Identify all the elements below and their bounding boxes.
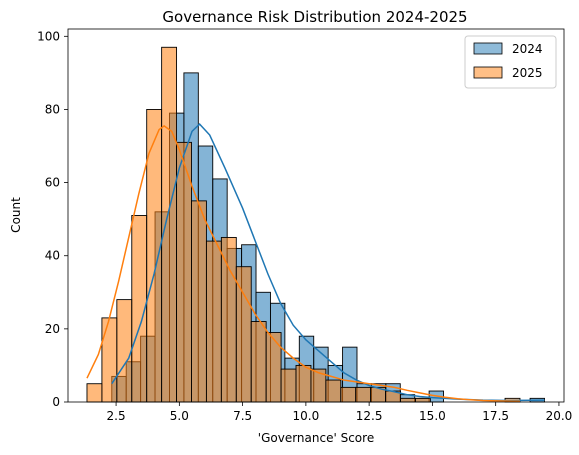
bar-2025-22 <box>415 397 431 403</box>
x-tick-label: 20.0 <box>546 409 573 423</box>
y-axis-ticks: 0 20 40 60 80 100 <box>37 29 68 409</box>
bar-2025-18 <box>355 386 372 403</box>
bar-2025-7 <box>191 200 207 403</box>
x-tick-label: 15.0 <box>419 409 446 423</box>
y-tick-label: 40 <box>45 249 60 263</box>
bar-2025-1 <box>101 317 118 403</box>
bar-2025-5 <box>161 46 178 403</box>
y-tick-label: 0 <box>52 395 60 409</box>
series-2025-kde-curve <box>86 124 520 403</box>
chart-title: Governance Risk Distribution 2024-2025 <box>162 8 467 26</box>
x-axis-label: 'Governance' Score <box>258 431 374 445</box>
y-tick-label: 100 <box>37 29 60 43</box>
x-tick-label: 5.0 <box>170 409 189 423</box>
x-tick-label: 2.5 <box>107 409 126 423</box>
x-tick-label: 17.5 <box>482 409 509 423</box>
bar-2025-13 <box>280 368 297 403</box>
bar-2025-2 <box>116 299 133 403</box>
y-axis-label: Count <box>9 197 23 233</box>
bar-2025-17 <box>340 386 357 403</box>
bar-2025-9 <box>220 236 237 403</box>
bar-2025-14 <box>295 364 312 403</box>
bar-2025-8 <box>205 240 222 403</box>
plot-frame <box>67 28 565 403</box>
legend-swatch-2025 <box>473 66 503 79</box>
bar-2025-12 <box>265 332 282 403</box>
series-2024-kde-curve <box>111 123 545 402</box>
bar-2025-10 <box>235 266 252 403</box>
x-tick-label: 10.0 <box>293 409 320 423</box>
y-tick-label: 80 <box>45 102 60 116</box>
legend-label-2025: 2025 <box>512 66 543 80</box>
x-tick-label: 12.5 <box>356 409 383 423</box>
bar-2025-0 <box>86 383 103 403</box>
bar-2025-6 <box>176 141 192 403</box>
legend-label-2024: 2024 <box>512 42 543 56</box>
y-tick-label: 20 <box>45 322 60 336</box>
x-axis-ticks: 2.5 5.0 7.5 10.0 12.5 15.0 17.5 20.0 <box>107 402 573 423</box>
x-tick-label: 7.5 <box>233 409 252 423</box>
bar-2025-16 <box>325 379 342 403</box>
legend-swatch-2024 <box>473 42 503 55</box>
bar-2025-11 <box>250 321 267 403</box>
y-tick-label: 60 <box>45 176 60 190</box>
series-2025-bars <box>86 46 521 403</box>
bar-2025-21 <box>400 397 416 403</box>
legend: 2024 2025 <box>464 35 557 89</box>
